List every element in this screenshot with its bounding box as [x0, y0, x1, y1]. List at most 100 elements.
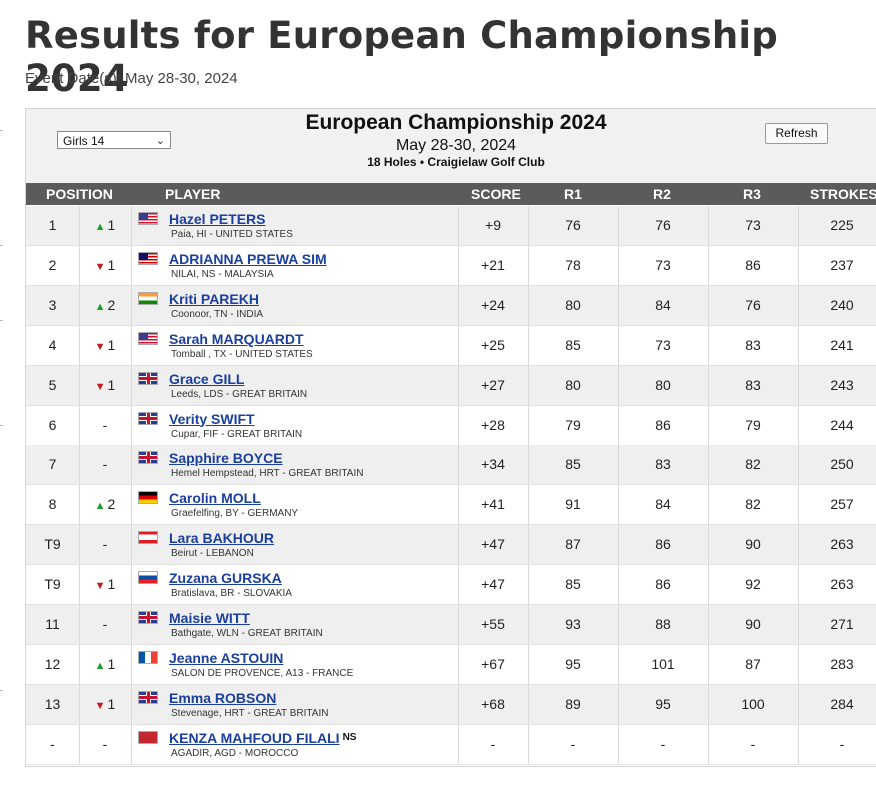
position-change: -: [102, 416, 108, 433]
r3-cell: 73: [745, 217, 761, 233]
player-location: AGADIR, AGD - MOROCCO: [171, 747, 299, 759]
flag-sk-icon: [138, 571, 158, 585]
division-select[interactable]: Girls 14 ⌄: [57, 131, 171, 149]
strokes-cell: 240: [830, 296, 854, 313]
column-header-score[interactable]: SCORE: [471, 186, 521, 202]
tournament-title: European Championship 2024: [305, 111, 607, 134]
player-name-link[interactable]: Zuzana GURSKA: [169, 570, 282, 587]
player-location: Coonoor, TN - INDIA: [171, 308, 264, 320]
player-location: SALON DE PROVENCE, A13 - FRANCE: [171, 667, 354, 679]
movement-cell: -: [79, 725, 131, 764]
move-up-icon: ▲: [94, 500, 106, 513]
column-header-position[interactable]: POSITION: [46, 186, 113, 202]
strokes-cell: 263: [830, 576, 854, 593]
player-location: Beirut - LEBANON: [171, 548, 254, 560]
move-down-icon: ▼: [94, 580, 106, 593]
table-row: 4 ▼ 1 Sarah MARQUARDT Tomball , TX - UNITED …: [26, 325, 876, 366]
event-date: Event Date(s): May 28-30, 2024: [25, 70, 238, 87]
flag-gb-icon: [138, 611, 158, 624]
strokes-cell: 241: [830, 336, 854, 353]
column-header-r1[interactable]: R1: [564, 186, 582, 202]
movement-cell: ▲ 2: [79, 286, 131, 325]
column-header-player[interactable]: PLAYER: [165, 186, 221, 202]
move-down-icon: ▼: [94, 340, 106, 353]
r1-cell: 80: [565, 296, 581, 313]
edge-mark: [0, 320, 3, 321]
flag-us-icon: [138, 331, 158, 345]
player-location: Bathgate, WLN - GREAT BRITAIN: [171, 628, 323, 639]
player-name-link[interactable]: Lara BAKHOUR: [169, 530, 275, 547]
r2-cell: 73: [655, 256, 671, 273]
player-name-link[interactable]: Sarah MARQUARDT: [169, 330, 304, 347]
table-row: 6 - Verity SWIFT Cupar, FIF - GREAT BRITAIN…: [26, 405, 876, 446]
position-change: 1: [107, 336, 116, 353]
player-name-link[interactable]: Emma ROBSON: [169, 689, 277, 706]
player-name-link[interactable]: Maisie WITT: [169, 610, 250, 626]
column-header-strokes[interactable]: STROKES: [810, 186, 876, 202]
position-cell: 1: [48, 217, 57, 233]
move-down-icon: ▼: [94, 260, 106, 273]
movement-cell: ▼ 1: [79, 326, 131, 365]
score-cell: +25: [481, 336, 505, 353]
table-row: 7 - Sapphire BOYCE Hemel Hempstead, HRT - G…: [26, 445, 876, 486]
strokes-cell: -: [839, 735, 845, 752]
r1-cell: 85: [565, 456, 581, 473]
movement-cell: ▼ 1: [79, 685, 131, 724]
status-badge: NS: [342, 731, 357, 743]
move-down-icon: ▼: [94, 380, 106, 393]
player-name-link[interactable]: Verity SWIFT: [169, 410, 255, 427]
r2-cell: 83: [655, 456, 671, 473]
position-change: 1: [107, 256, 116, 273]
r3-cell: 90: [745, 616, 761, 632]
player-name-link[interactable]: Carolin MOLL: [169, 490, 261, 507]
position-cell: T9: [44, 536, 61, 553]
r3-cell: 82: [745, 456, 761, 473]
flag-gb-icon: [138, 371, 158, 385]
player-location: Stevenage, HRT - GREAT BRITAIN: [171, 707, 329, 719]
table-row: 8 ▲ 2 Carolin MOLL Graefelfing, BY - GERMANY…: [26, 485, 876, 526]
position-cell: 3: [48, 296, 57, 313]
position-change: -: [102, 456, 108, 473]
move-down-icon: ▼: [94, 699, 106, 712]
leaderboard-header: Girls 14 ⌄ European Championship 2024 Ma…: [26, 109, 876, 183]
table-row: 2 ▼ 1 ADRIANNA PREWA SIM NILAI, NS - MALAYSI…: [26, 245, 876, 286]
r3-cell: 83: [745, 376, 761, 393]
tournament-course: 18 Holes • Craigielaw Golf Club: [367, 155, 545, 169]
position-change: -: [102, 616, 108, 632]
player-name-link[interactable]: ADRIANNA PREWA SIM: [169, 250, 327, 267]
strokes-cell: 271: [830, 616, 854, 632]
player-name-link[interactable]: Sapphire BOYCE: [169, 450, 283, 467]
move-up-icon: ▲: [94, 659, 106, 672]
column-header-r2[interactable]: R2: [653, 186, 671, 202]
position-cell: 2: [48, 256, 57, 273]
score-cell: +41: [481, 496, 505, 513]
movement-cell: -: [79, 445, 131, 484]
movement-cell: ▲ 2: [79, 485, 131, 524]
score-cell: +68: [481, 695, 505, 712]
player-name-link[interactable]: Grace GILL: [169, 370, 245, 387]
r3-cell: 92: [745, 576, 761, 593]
position-cell: -: [50, 735, 55, 752]
position-cell: 12: [44, 655, 61, 672]
score-cell: -: [490, 735, 496, 752]
r3-cell: 87: [745, 655, 761, 672]
r1-cell: 79: [565, 416, 581, 433]
flag-ma-icon: [138, 730, 158, 744]
r3-cell: 82: [745, 496, 761, 513]
movement-cell: ▼ 1: [79, 246, 131, 285]
column-header-r3[interactable]: R3: [743, 186, 761, 202]
player-name-link[interactable]: Jeanne ASTOUIN: [169, 649, 284, 666]
position-change: 1: [107, 576, 116, 593]
flag-lb-icon: [138, 531, 158, 545]
strokes-cell: 257: [830, 496, 854, 513]
r1-cell: 78: [565, 256, 581, 273]
position-change: 1: [107, 376, 116, 393]
player-name-link[interactable]: Kriti PAREKH: [169, 290, 259, 307]
score-cell: +55: [481, 616, 505, 632]
score-cell: +9: [485, 217, 501, 233]
refresh-button[interactable]: Refresh: [765, 123, 828, 144]
player-name-link[interactable]: KENZA MAHFOUD FILALI NS: [169, 729, 357, 746]
table-row: 5 ▼ 1 Grace GILL Leeds, LDS - GREAT BRITAIN +…: [26, 365, 876, 406]
player-name-link[interactable]: Hazel PETERS: [169, 211, 266, 227]
position-cell: 5: [48, 376, 57, 393]
